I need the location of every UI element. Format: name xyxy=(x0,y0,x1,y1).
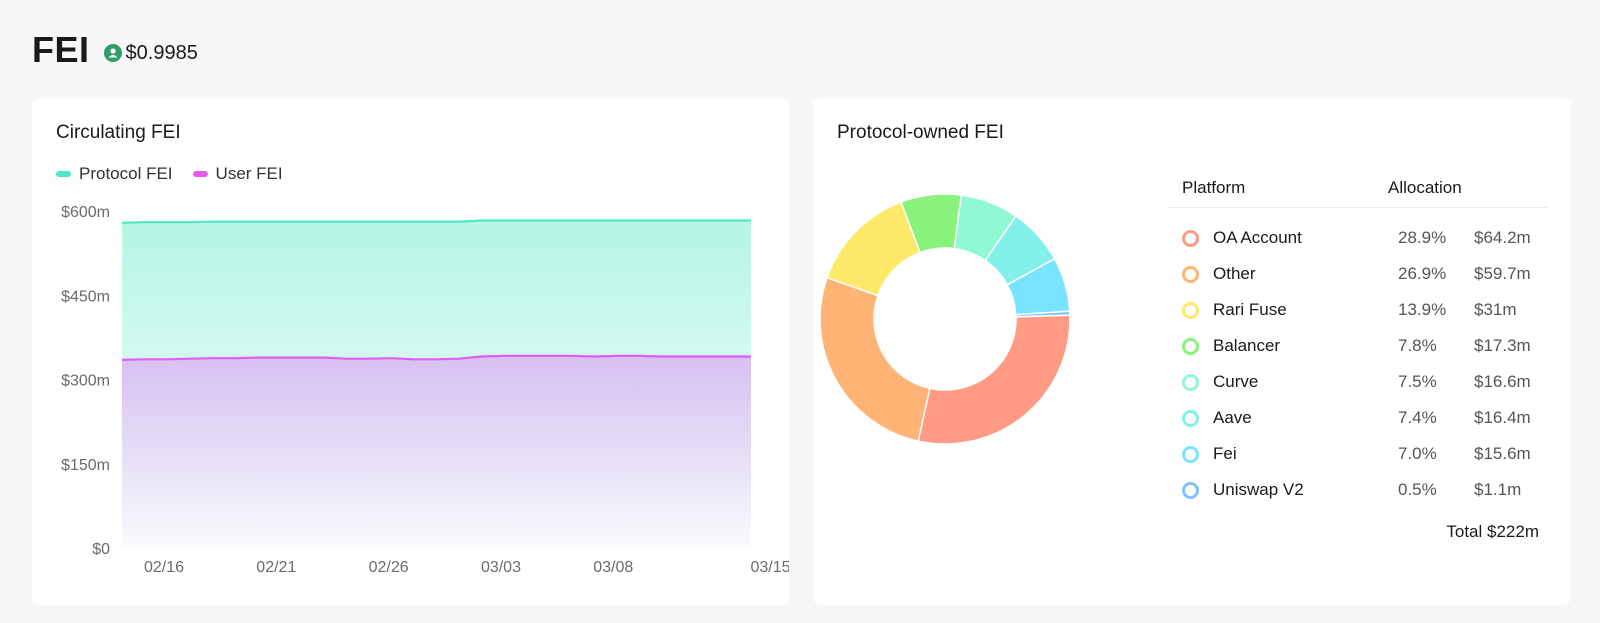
platform-name: Other xyxy=(1213,264,1256,283)
table-row[interactable]: Aave 7.4% $16.4m xyxy=(1168,400,1548,436)
table-row[interactable]: OA Account 28.9% $64.2m xyxy=(1168,220,1548,256)
platform-color-dot xyxy=(1182,301,1199,319)
allocation-percent: 7.5% xyxy=(1398,372,1437,391)
legend-item-protocol-fei[interactable]: Protocol FEI xyxy=(56,164,173,184)
x-tick-label: 03/08 xyxy=(593,559,633,576)
donut-slice-other[interactable] xyxy=(819,276,931,442)
allocation-value: $16.4m xyxy=(1474,408,1531,427)
donut-slice-uniswap-v2[interactable] xyxy=(1015,310,1071,318)
platform-color-dot xyxy=(1182,409,1199,427)
allocation-value: $64.2m xyxy=(1474,228,1531,247)
donut-slice-oa-account[interactable] xyxy=(917,314,1071,445)
price-value: $0.9985 xyxy=(125,41,198,64)
x-tick-label: 02/21 xyxy=(256,559,296,576)
series-line-protocol-fei[interactable] xyxy=(121,219,751,224)
y-tick-label: $600m xyxy=(61,204,110,221)
platform-name: Balancer xyxy=(1213,336,1281,355)
allocation-table: Platform Allocation OA Account 28.9% $64.2… xyxy=(1168,168,1548,508)
y-tick-label: $0 xyxy=(92,541,110,558)
legend-swatch-user xyxy=(192,171,208,177)
table-header: Platform Allocation xyxy=(1168,168,1548,208)
allocation-value: $31m xyxy=(1474,300,1517,319)
protocol-owned-card: Protocol-owned FEI Platform Allocation O… xyxy=(813,98,1571,605)
allocation-value: $16.6m xyxy=(1474,372,1531,391)
series-line-user-fei[interactable] xyxy=(121,354,751,361)
allocation-percent: 7.0% xyxy=(1398,444,1437,463)
table-row[interactable]: Other 26.9% $59.7m xyxy=(1168,256,1548,292)
page-header: FEI $0.9985 xyxy=(32,28,198,72)
platform-color-dot xyxy=(1182,265,1199,283)
x-tick-label: 02/16 xyxy=(144,559,184,576)
y-tick-label: $150m xyxy=(61,457,110,474)
allocation-percent: 26.9% xyxy=(1398,264,1447,283)
chart-legend: Protocol FEI User FEI xyxy=(56,164,303,184)
allocation-percent: 28.9% xyxy=(1398,228,1447,247)
y-tick-label: $450m xyxy=(61,288,110,305)
price-display: $0.9985 xyxy=(103,41,198,65)
area-fill-user-fei xyxy=(122,355,751,548)
page-title: FEI xyxy=(32,29,90,70)
legend-label-protocol: Protocol FEI xyxy=(79,164,173,183)
table-row[interactable]: Uniswap V2 0.5% $1.1m xyxy=(1168,472,1548,508)
platform-name: Rari Fuse xyxy=(1213,300,1287,319)
allocation-value: $15.6m xyxy=(1474,444,1531,463)
protocol-owned-title: Protocol-owned FEI xyxy=(837,122,1004,143)
allocation-value: $1.1m xyxy=(1474,480,1522,499)
peg-status-icon xyxy=(103,44,122,62)
x-tick-label: 03/15 xyxy=(751,559,789,576)
platform-name: Uniswap V2 xyxy=(1213,480,1304,499)
allocation-total: Total $222m xyxy=(1446,522,1539,541)
legend-label-user: User FEI xyxy=(215,164,283,183)
platform-color-dot xyxy=(1182,481,1199,499)
allocation-percent: 13.9% xyxy=(1398,300,1447,319)
platform-name: Curve xyxy=(1213,372,1259,391)
allocation-percent: 0.5% xyxy=(1398,480,1437,499)
allocation-value: $59.7m xyxy=(1474,264,1531,283)
platform-color-dot xyxy=(1182,337,1199,355)
platform-color-dot xyxy=(1182,229,1199,247)
allocation-percent: 7.8% xyxy=(1398,336,1437,355)
protocol-owned-donut-chart[interactable] xyxy=(813,98,1153,605)
x-tick-label: 02/26 xyxy=(369,559,409,576)
legend-item-user-fei[interactable]: User FEI xyxy=(192,164,283,184)
platform-name: Aave xyxy=(1213,408,1252,427)
y-tick-label: $300m xyxy=(61,373,110,390)
table-row[interactable]: Rari Fuse 13.9% $31m xyxy=(1168,292,1548,328)
platform-name: Fei xyxy=(1213,444,1237,463)
legend-swatch-protocol xyxy=(56,171,71,177)
header-platform[interactable]: Platform xyxy=(1182,177,1246,197)
x-tick-label: 03/03 xyxy=(481,559,521,576)
table-row[interactable]: Fei 7.0% $15.6m xyxy=(1168,436,1548,472)
allocation-percent: 7.4% xyxy=(1398,408,1437,427)
circulating-fei-card: Circulating FEI Protocol FEI User FEI $6… xyxy=(32,98,789,605)
platform-color-dot xyxy=(1182,445,1199,463)
header-allocation[interactable]: Allocation xyxy=(1388,177,1462,197)
circulating-area-chart[interactable]: $600m $450m $300m $150m $0 02/16 02/21 02/26 03… xyxy=(32,98,789,605)
circulating-title: Circulating FEI xyxy=(56,122,181,143)
platform-name: OA Account xyxy=(1213,228,1302,247)
allocation-rows: OA Account 28.9% $64.2m Other 26.9% $59.7m Rar… xyxy=(1168,220,1548,508)
table-row[interactable]: Curve 7.5% $16.6m xyxy=(1168,364,1548,400)
allocation-value: $17.3m xyxy=(1474,336,1531,355)
platform-color-dot xyxy=(1182,373,1199,391)
table-row[interactable]: Balancer 7.8% $17.3m xyxy=(1168,328,1548,364)
